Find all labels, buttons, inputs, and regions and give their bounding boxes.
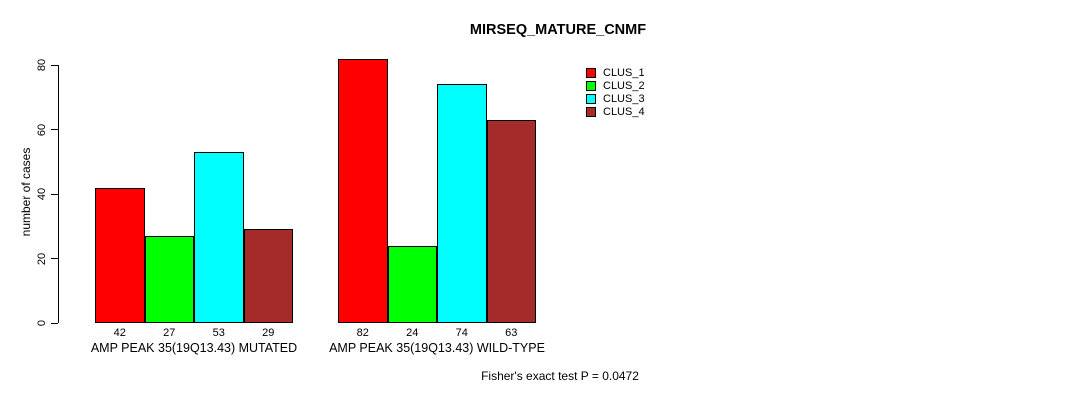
bar-value-label: 42 (113, 327, 126, 339)
chart-title: MIRSEQ_MATURE_CNMF (469, 22, 647, 38)
bar-clus_3-group2 (437, 84, 487, 323)
legend-item-label: CLUS_4 (603, 105, 645, 118)
bar-value-label: 53 (212, 327, 225, 339)
y-axis-tick (51, 322, 58, 324)
legend-item-label: CLUS_2 (603, 79, 645, 92)
y-axis-tick-label: 40 (36, 187, 48, 201)
bar-value-label: 63 (505, 327, 518, 339)
bar-clus_2-group1 (144, 235, 194, 323)
legend: CLUS_1 CLUS_2 CLUS_3 CLUS_4 (586, 66, 645, 118)
y-axis-line (58, 65, 59, 323)
bar-clus_2-group2 (387, 245, 437, 323)
y-axis-tick (51, 64, 58, 66)
y-axis-tick-label: 80 (36, 58, 48, 72)
x-axis-category-label: AMP PEAK 35(19Q13.43) WILD-TYPE (329, 341, 545, 355)
x-axis-category-label: AMP PEAK 35(19Q13.43) MUTATED (90, 341, 298, 355)
bar-clus_1-group1 (95, 187, 145, 323)
bar-clus_1-group2 (338, 58, 388, 323)
pvalue-footer-note: Fisher's exact test P = 0.0472 (481, 369, 639, 383)
legend-color-swatch-clus_3 (586, 93, 596, 104)
bar-clus_3-group1 (194, 152, 244, 323)
legend-item: CLUS_3 (586, 92, 645, 105)
bar-value-label: 29 (262, 327, 275, 339)
bar-clus_4-group1 (243, 229, 293, 323)
legend-item-label: CLUS_3 (603, 92, 645, 105)
legend-item: CLUS_4 (586, 105, 645, 118)
bar-value-label: 82 (356, 327, 369, 339)
y-axis-label: number of cases (19, 147, 33, 237)
y-axis-tick-label: 60 (36, 123, 48, 136)
bar-clus_4-group2 (486, 119, 536, 323)
bar-value-label: 27 (163, 327, 176, 339)
bar-value-label: 74 (455, 327, 468, 339)
y-axis-tick (51, 193, 58, 195)
bar-value-label: 24 (406, 327, 419, 339)
y-axis-tick-label: 0 (36, 319, 48, 327)
y-axis-tick (51, 258, 58, 259)
y-axis-tick-label: 20 (36, 252, 48, 265)
legend-item: CLUS_2 (586, 79, 645, 92)
legend-item: CLUS_1 (586, 66, 645, 79)
legend-color-swatch-clus_1 (586, 67, 596, 78)
legend-item-label: CLUS_1 (603, 66, 645, 79)
legend-color-swatch-clus_4 (586, 106, 596, 117)
legend-color-swatch-clus_2 (586, 80, 596, 91)
y-axis-tick (51, 129, 58, 130)
